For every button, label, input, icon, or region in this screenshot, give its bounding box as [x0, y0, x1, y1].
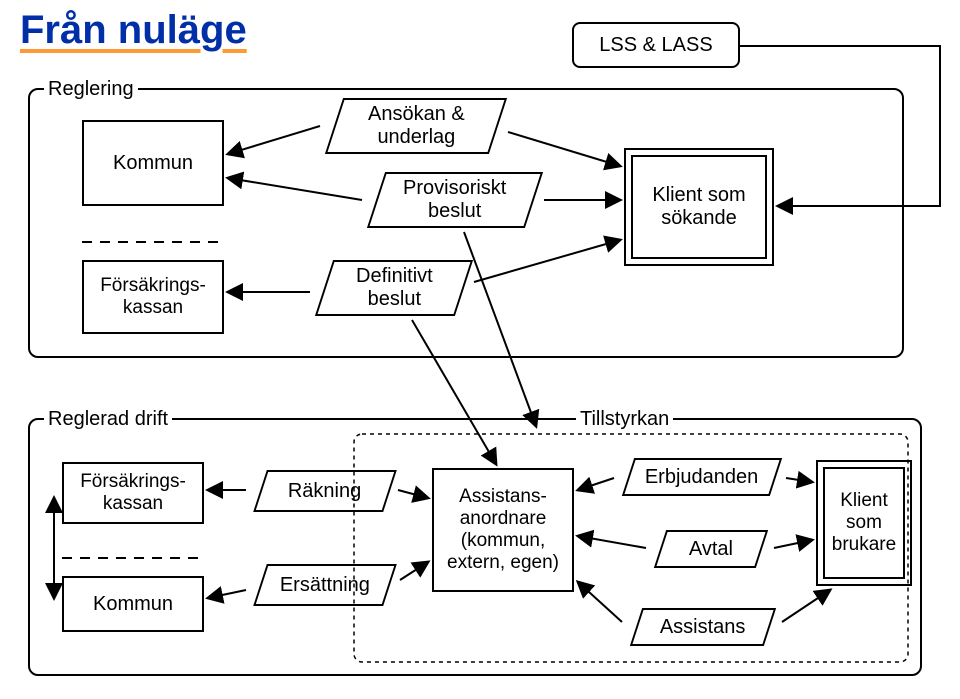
prov-beslut-paral: Provisoriskt beslut [367, 172, 543, 228]
erbjudanden-label: Erbjudanden [645, 466, 758, 489]
klient-sokande-box: Klient som sökande [624, 148, 774, 266]
rakning-paral: Räkning [253, 470, 397, 512]
kommun-top: Kommun [82, 120, 224, 206]
page-title: Från nuläge [20, 8, 247, 53]
def-beslut-paral: Definitivt beslut [315, 260, 473, 316]
klient-sokande-label: Klient som sökande [631, 155, 767, 259]
avtal-label: Avtal [689, 538, 733, 561]
klient-brukare-label: Klient som brukare [823, 467, 905, 579]
rakning-label: Räkning [288, 480, 361, 503]
ansokan-paral: Ansökan & underlag [325, 98, 507, 154]
lss-lass-box: LSS & LASS [572, 22, 740, 68]
ersattning-label: Ersättning [280, 574, 370, 597]
prov-beslut-label: Provisoriskt beslut [403, 177, 506, 223]
def-beslut-label: Definitivt beslut [356, 265, 433, 311]
tillstyrkan-label: Tillstyrkan [576, 408, 673, 431]
assistans-paral: Assistans [630, 608, 776, 646]
frame-reglering-label: Reglering [44, 78, 138, 101]
fk-bottom: Försäkrings- kassan [62, 462, 204, 524]
ersattning-paral: Ersättning [253, 564, 397, 606]
avtal-paral: Avtal [654, 530, 768, 568]
assistansanordnare-box: Assistans- anordnare (kommun, extern, eg… [432, 468, 574, 592]
assistans-label: Assistans [660, 616, 746, 639]
frame-reglerad-drift-label: Reglerad drift [44, 408, 172, 431]
erbjudanden-paral: Erbjudanden [622, 458, 782, 496]
klient-brukare-box: Klient som brukare [816, 460, 912, 586]
ansokan-label: Ansökan & underlag [368, 103, 465, 149]
kommun-bottom: Kommun [62, 576, 204, 632]
fk-top: Försäkrings- kassan [82, 260, 224, 334]
